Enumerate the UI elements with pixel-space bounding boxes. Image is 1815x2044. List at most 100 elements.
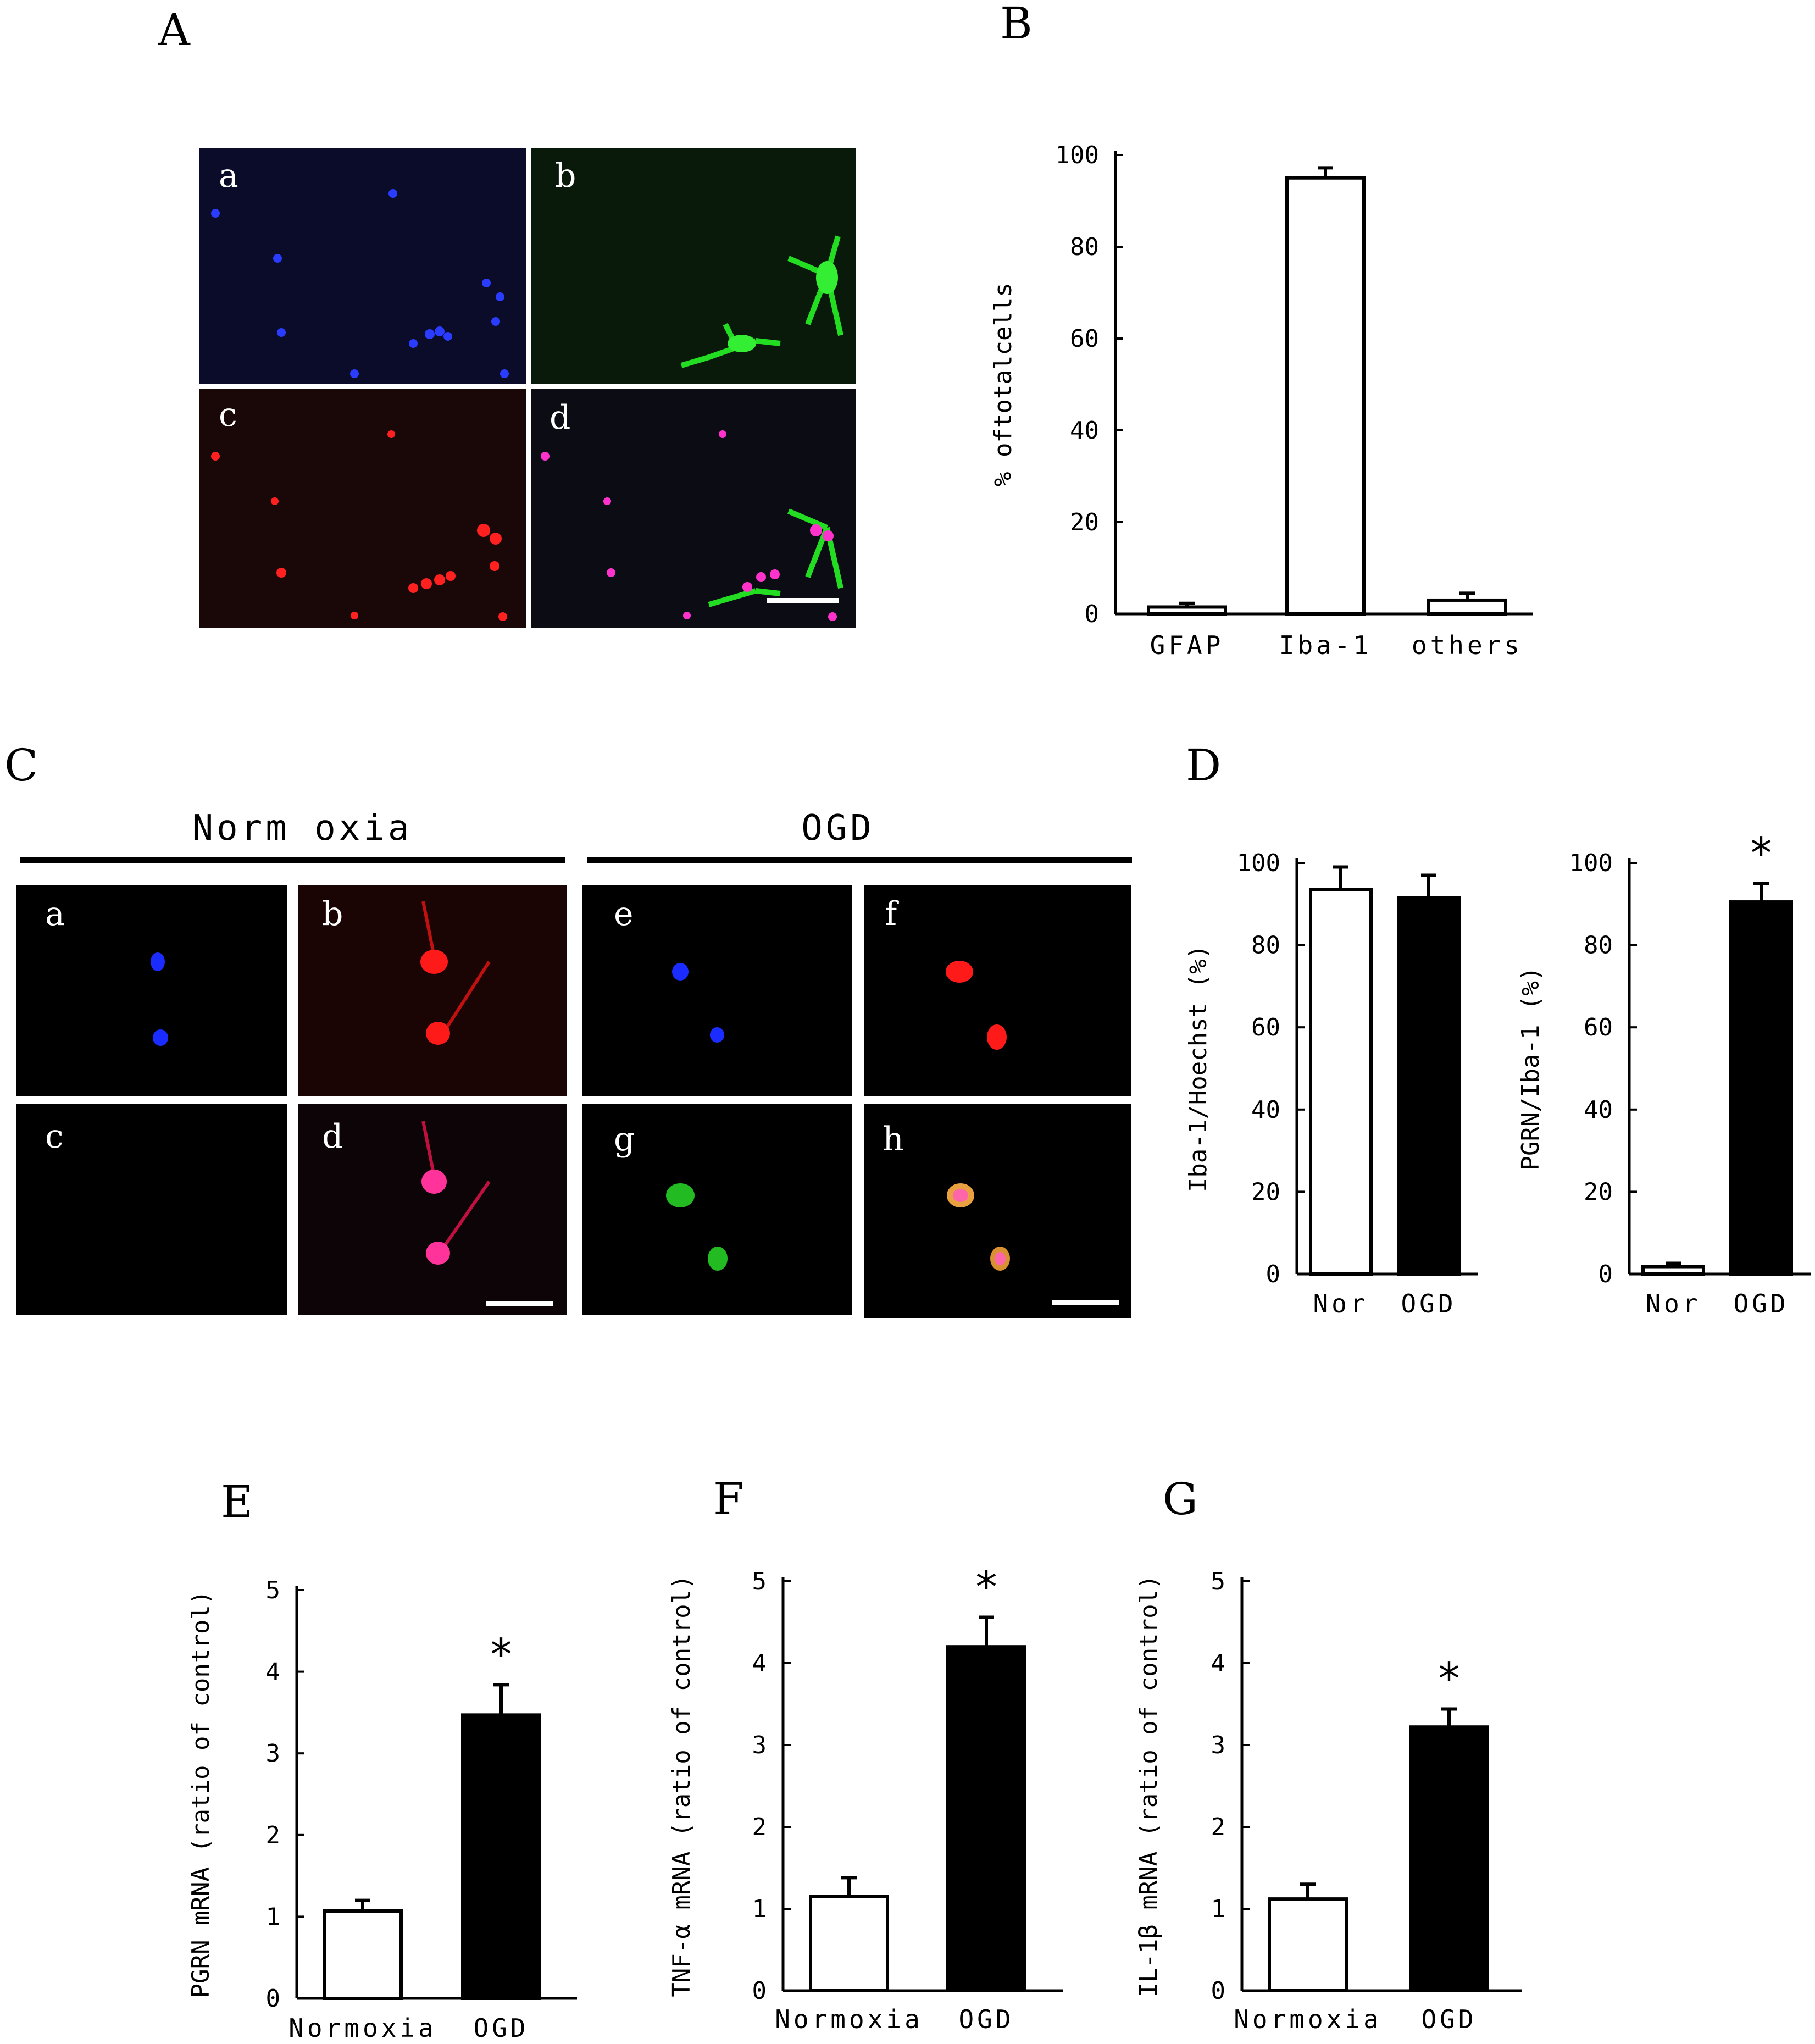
subpanel-label-C-b: b [322,895,343,933]
y-tick-label: 5 [266,1576,281,1604]
bar [1729,900,1793,1276]
group-label-normoxia: Norm oxia [192,808,413,849]
scale-bar [767,598,839,603]
y-tick-label: 40 [1070,417,1099,445]
chart-F: 0 1 2 3 4 5 TNF-α mRNA (ratio of control) Normo… [668,1563,1063,2034]
category-label: Normoxia [288,2013,437,2043]
y-tick-label: 3 [1211,1731,1226,1759]
bar [1147,605,1227,616]
y-tick-label: 80 [1584,932,1613,960]
y-tick-label: 5 [1211,1567,1226,1596]
panel-A-micrographs: a b c d [199,148,856,628]
y-tick-label: 100 [1056,141,1099,169]
category-label: OGD [1733,1289,1789,1319]
micrograph-c [199,389,526,628]
nuclei-blue [211,189,509,378]
micrograph-d [531,389,856,628]
y-tick-label: 1 [1211,1895,1226,1923]
chart-D-pgrn: 0 20 40 60 80 100 PGRN/Iba-1 (%) Nor OGD * [1517,829,1811,1319]
y-tick-label: 0 [266,1985,281,2013]
micrograph-C-d [298,1104,567,1315]
chart-B: 0 20 40 60 80 100 % oftotalcells GFAP Iba-1 other… [989,141,1533,660]
subpanel-label-C-g: g [614,1120,635,1159]
y-tick-label: 20 [1584,1178,1613,1206]
group-bar-ogd [587,857,1132,863]
panel-label-E: E [221,1476,253,1527]
y-tick-label: 1 [752,1895,767,1923]
micrograph-C-e [582,885,852,1096]
bar [1268,1897,1348,1993]
category-label: OGD [473,2013,529,2043]
y-tick-label: 3 [266,1740,281,1768]
y-tick-label: 0 [1085,600,1100,628]
subpanel-label-C-d: d [322,1117,343,1156]
micrograph-C-g [582,1104,852,1315]
chart-E: 0 1 2 3 4 5 PGRN mRNA (ratio of control) Normox… [187,1576,577,2043]
y-axis-label: PGRN/Iba-1 (%) [1517,967,1545,1171]
micrograph-C-h [864,1104,1131,1318]
y-tick-label: 0 [1211,1977,1226,2005]
y-tick-label: 40 [1251,1096,1280,1124]
y-axis-label: % oftotalcells [989,282,1017,486]
category-label: GFAP [1150,630,1224,660]
group-bar-normoxia [20,857,565,863]
category-label: OGD [958,2004,1014,2034]
bar [1397,896,1461,1276]
panel-label-G: G [1163,1474,1198,1525]
bar [809,1895,889,1992]
y-tick-label: 60 [1584,1013,1613,1042]
category-label: Normoxia [1234,2004,1382,2034]
category-label: Iba-1 [1279,630,1372,660]
chart-G: 0 1 2 3 4 5 IL-1β mRNA (ratio of control) Normo… [1135,1567,1522,2034]
bar [461,1713,541,2000]
y-axis-label: Iba-1/Hoechst (%) [1184,945,1212,1192]
y-tick-label: 20 [1251,1178,1280,1206]
significance-marker: * [491,1630,512,1680]
subpanel-label-C-f: f [885,895,899,933]
group-label-ogd: OGD [801,808,875,849]
panel-C-micrographs: Norm oxia OGD a b c d e f g [16,808,1132,1318]
significance-marker: * [1439,1654,1460,1704]
y-tick-label: 4 [752,1649,767,1677]
panel-label-A: A [158,4,191,56]
category-label: Nor [1313,1289,1368,1319]
y-tick-label: 3 [752,1731,767,1759]
panel-label-B: B [1000,0,1033,49]
bar [1309,888,1373,1276]
bar [1409,1725,1489,1992]
y-tick-label: 0 [1598,1260,1613,1288]
y-tick-label: 5 [752,1567,767,1596]
y-tick-label: 0 [1266,1260,1281,1288]
y-tick-label: 100 [1237,849,1280,877]
subpanel-label-C-h: h [882,1120,904,1159]
y-axis-label: IL-1β mRNA (ratio of control) [1135,1575,1163,1997]
subpanel-label-a: a [219,157,238,195]
micrograph-a [199,148,526,384]
bar [323,1909,403,2001]
bar [1427,598,1507,616]
subpanel-label-C-a: a [45,895,65,933]
micrograph-C-f [864,885,1131,1096]
bar [946,1645,1026,1992]
y-axis-label: TNF-α mRNA (ratio of control) [668,1575,696,1997]
micrograph-C-a [16,885,287,1096]
chart-D-iba1: 0 20 40 60 80 100 Iba-1/Hoechst (%) Nor OGD [1184,849,1478,1319]
subpanel-label-C-c: c [45,1117,64,1156]
subpanel-label-c: c [219,396,237,434]
y-tick-label: 2 [266,1821,281,1849]
y-tick-label: 100 [1569,849,1613,877]
panel-label-C: C [4,740,38,791]
significance-marker: * [976,1563,997,1613]
y-tick-label: 4 [1211,1649,1226,1677]
y-tick-label: 20 [1070,508,1099,536]
bar [1285,176,1366,616]
y-tick-label: 80 [1070,233,1099,261]
subpanel-label-b: b [555,157,576,195]
category-label: OGD [1421,2004,1477,2034]
y-tick-label: 2 [752,1813,767,1841]
significance-marker: * [1751,829,1772,878]
y-tick-label: 80 [1251,932,1280,960]
y-tick-label: 0 [752,1977,767,2005]
panel-label-D: D [1186,740,1221,791]
